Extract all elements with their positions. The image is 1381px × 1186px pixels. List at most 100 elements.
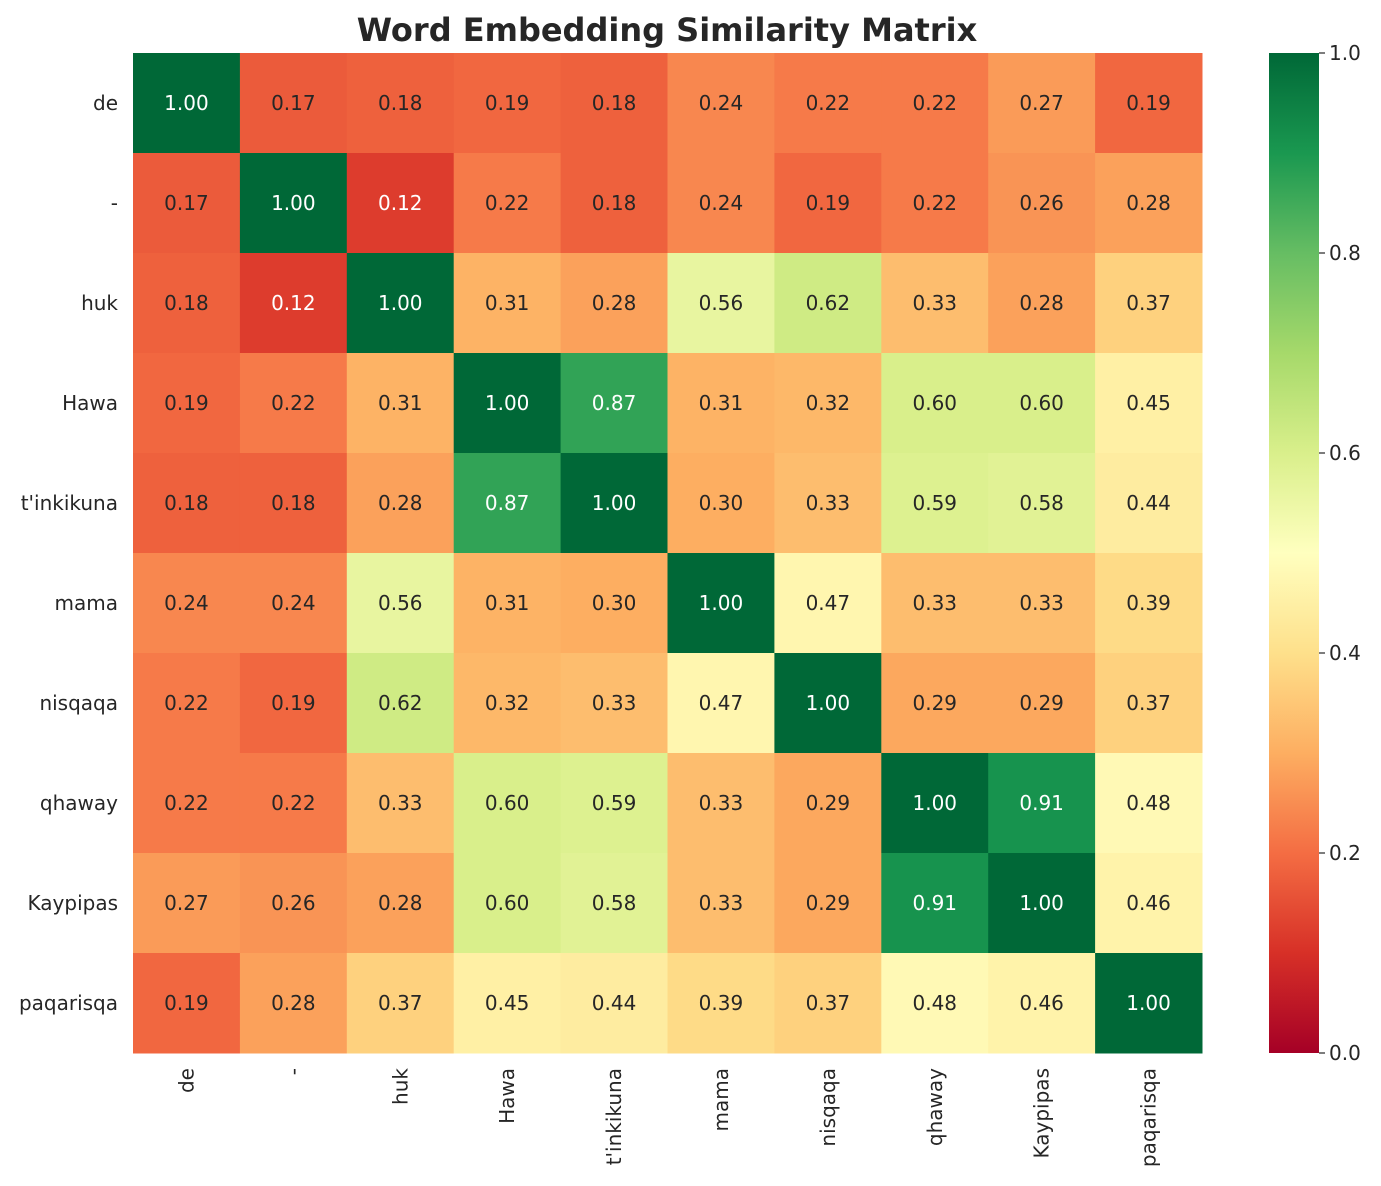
cell-value-label: 0.58 bbox=[1019, 491, 1064, 515]
heatmap-cell bbox=[560, 853, 668, 954]
heatmap-cell bbox=[133, 653, 241, 754]
heatmap-cell bbox=[560, 953, 668, 1054]
cell-value-label: 0.26 bbox=[1019, 191, 1064, 215]
heatmap-cell bbox=[988, 753, 1096, 854]
heatmap-cell bbox=[1095, 853, 1203, 954]
cell-value-label: 0.31 bbox=[699, 391, 744, 415]
heatmap-cell bbox=[667, 953, 775, 1054]
heatmap-cell bbox=[1095, 453, 1203, 554]
cell-value-label: 0.18 bbox=[592, 91, 637, 115]
heatmap-cell bbox=[560, 753, 668, 854]
heatmap-cell bbox=[667, 453, 775, 554]
cell-value-label: 0.19 bbox=[485, 91, 530, 115]
heatmap-cell bbox=[346, 53, 455, 154]
colorbar-tick-label: 1.0 bbox=[1329, 41, 1361, 65]
y-tick-label: qhaway bbox=[40, 791, 118, 815]
heatmap-cell bbox=[453, 853, 562, 954]
heatmap-cell bbox=[988, 353, 1096, 454]
cell-value-label: 0.33 bbox=[378, 791, 423, 815]
heatmap-cell bbox=[133, 853, 241, 954]
heatmap-cell bbox=[560, 53, 668, 154]
x-tick-label: de bbox=[174, 1068, 198, 1093]
cell-value-label: 1.00 bbox=[378, 291, 423, 315]
cell-value-label: 0.24 bbox=[164, 591, 209, 615]
cell-value-label: 0.18 bbox=[592, 191, 637, 215]
cell-value-label: 0.22 bbox=[271, 391, 316, 415]
y-tick-label: - bbox=[111, 191, 118, 215]
x-tick-label: - bbox=[281, 1068, 305, 1075]
heatmap-cell bbox=[667, 53, 775, 154]
heatmap-cell bbox=[881, 853, 989, 954]
cell-value-label: 0.56 bbox=[699, 291, 744, 315]
x-tick-label: Kaypipas bbox=[1030, 1068, 1054, 1158]
cell-value-label: 0.44 bbox=[592, 991, 637, 1015]
heatmap-cell bbox=[239, 853, 348, 954]
heatmap-cell bbox=[560, 353, 668, 454]
heatmap-cell bbox=[1095, 353, 1203, 454]
y-tick-label: paqarisqa bbox=[19, 991, 118, 1015]
heatmap-cell bbox=[881, 353, 989, 454]
cell-value-label: 0.17 bbox=[271, 91, 316, 115]
heatmap-cell bbox=[774, 753, 882, 854]
heatmap-cell bbox=[453, 53, 562, 154]
cell-value-label: 0.45 bbox=[485, 991, 530, 1015]
heatmap-cell bbox=[988, 253, 1096, 354]
y-axis-tick-labels: de - huk Hawa t'inkikuna mama nisqaqa qhaway Kay… bbox=[19, 91, 118, 1015]
cell-value-label: 1.00 bbox=[1019, 891, 1064, 915]
heatmap-cell bbox=[667, 553, 775, 654]
heatmap-cell bbox=[346, 153, 455, 254]
cell-value-label: 0.62 bbox=[378, 691, 423, 715]
heatmap-cell bbox=[239, 153, 348, 254]
y-tick-label: t'inkikuna bbox=[21, 491, 118, 515]
heatmap-cell bbox=[881, 953, 989, 1054]
x-tick-label: nisqaqa bbox=[816, 1068, 840, 1147]
cell-value-label: 0.19 bbox=[806, 191, 851, 215]
cell-value-label: 0.87 bbox=[592, 391, 637, 415]
heatmap-cell bbox=[453, 453, 562, 554]
cell-value-label: 0.60 bbox=[485, 791, 530, 815]
cell-value-label: 0.60 bbox=[485, 891, 530, 915]
cell-value-label: 0.28 bbox=[378, 891, 423, 915]
cell-value-label: 0.31 bbox=[378, 391, 423, 415]
heatmap-cell bbox=[560, 653, 668, 754]
colorbar-tick-label: 0.8 bbox=[1329, 241, 1361, 265]
cell-value-label: 0.39 bbox=[1126, 591, 1171, 615]
cell-value-label: 0.28 bbox=[1126, 191, 1171, 215]
heatmap-cell bbox=[881, 653, 989, 754]
cell-value-label: 0.32 bbox=[485, 691, 530, 715]
heatmap-cell bbox=[774, 53, 882, 154]
heatmap-cell bbox=[346, 453, 455, 554]
cell-value-label: 1.00 bbox=[485, 391, 530, 415]
heatmap-cell bbox=[774, 153, 882, 254]
heatmap-cell bbox=[667, 853, 775, 954]
cell-value-label: 0.48 bbox=[912, 991, 957, 1015]
heatmap-cell bbox=[881, 753, 989, 854]
heatmap-cell bbox=[239, 353, 348, 454]
cell-value-label: 0.58 bbox=[592, 891, 637, 915]
heatmap-cell bbox=[239, 53, 348, 154]
heatmap-cell bbox=[346, 853, 455, 954]
heatmap-cell bbox=[346, 353, 455, 454]
cell-value-label: 0.31 bbox=[485, 291, 530, 315]
cell-value-label: 0.27 bbox=[164, 891, 209, 915]
heatmap-cell bbox=[881, 553, 989, 654]
colorbar-ticks: 0.0 0.2 0.4 0.6 0.8 1.0 bbox=[1319, 41, 1361, 1065]
cell-value-label: 0.28 bbox=[592, 291, 637, 315]
heatmap-cell bbox=[346, 253, 455, 354]
cell-value-label: 0.29 bbox=[1019, 691, 1064, 715]
y-tick-label: Kaypipas bbox=[28, 891, 118, 915]
cell-value-label: 1.00 bbox=[912, 791, 957, 815]
heatmap-cell bbox=[239, 753, 348, 854]
cell-value-label: 0.19 bbox=[164, 391, 209, 415]
colorbar-tick-label: 0.6 bbox=[1329, 441, 1361, 465]
cell-value-label: 0.37 bbox=[378, 991, 423, 1015]
heatmap-cell bbox=[133, 953, 241, 1054]
cell-value-label: 0.28 bbox=[1019, 291, 1064, 315]
colorbar-tick-label: 0.2 bbox=[1329, 841, 1361, 865]
heatmap-cell bbox=[560, 153, 668, 254]
heatmap-cell bbox=[1095, 53, 1203, 154]
y-tick-label: nisqaqa bbox=[39, 691, 118, 715]
colorbar-tick-label: 0.0 bbox=[1329, 1041, 1361, 1065]
cell-value-label: 0.47 bbox=[699, 691, 744, 715]
heatmap-cell bbox=[560, 253, 668, 354]
